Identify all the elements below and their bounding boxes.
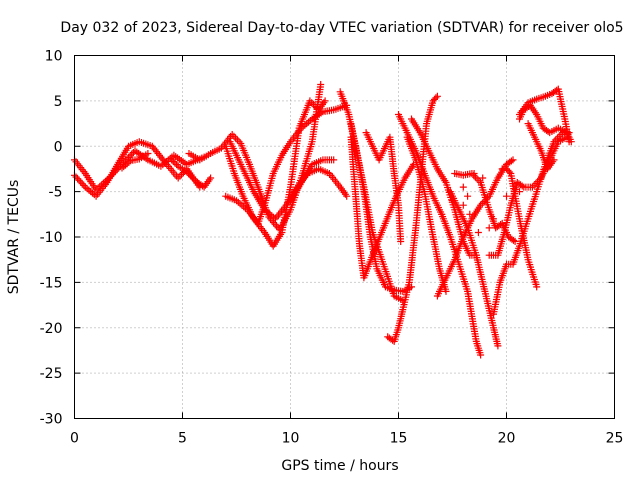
plot-frame: [74, 55, 615, 419]
data-point: [432, 94, 440, 102]
x-tick-label: 15: [390, 431, 408, 447]
data-point: [479, 174, 487, 182]
data-point: [321, 97, 329, 105]
data-point: [80, 181, 88, 189]
y-tick-label: -20: [40, 321, 63, 337]
y-tick-label: -10: [40, 230, 63, 246]
data-point: [498, 165, 506, 173]
data-point: [330, 156, 338, 164]
data-point: [510, 236, 517, 244]
data-point: [530, 181, 538, 189]
data-point: [516, 188, 523, 196]
x-tick-label: 10: [282, 431, 300, 447]
data-point: [144, 150, 152, 157]
data-point: [509, 156, 517, 164]
x-tick-label: 0: [70, 431, 79, 447]
data-point: [233, 136, 241, 144]
y-tick-label: -30: [40, 412, 63, 428]
data-point: [518, 182, 526, 190]
y-axis-tick-labels: 10 5 0 -5 -10 -15 -20 -25 -30: [40, 49, 63, 428]
data-point: [433, 92, 441, 100]
data-point: [511, 238, 519, 245]
data-point: [471, 173, 479, 181]
x-axis-label: GPS time / hours: [281, 458, 398, 474]
data-point: [192, 177, 199, 185]
data-points: [71, 81, 575, 359]
data-point: [459, 201, 467, 209]
data-point: [128, 150, 136, 158]
data-point: [464, 192, 472, 200]
data-point: [466, 210, 474, 218]
data-point: [171, 159, 179, 167]
data-point: [168, 156, 176, 164]
data-point: [459, 183, 467, 191]
y-tick-label: -25: [40, 366, 63, 382]
data-point: [474, 229, 482, 236]
data-point: [75, 176, 83, 184]
data-point: [490, 215, 497, 223]
data-point: [72, 173, 80, 181]
data-point: [565, 138, 573, 146]
y-tick-label: 10: [45, 49, 63, 65]
data-point: [317, 81, 325, 88]
y-axis-label: SDTVAR / TECUs: [6, 180, 22, 295]
data-point: [438, 210, 446, 218]
x-axis-tick-labels: 0 5 10 15 20 25: [70, 431, 623, 447]
y-tick-label: 5: [54, 94, 63, 110]
x-tick-label: 25: [606, 431, 624, 447]
data-point: [507, 157, 515, 165]
chart-title: Day 032 of 2023, Sidereal Day-to-day VTE…: [60, 20, 623, 36]
data-point: [74, 175, 82, 183]
y-tick-label: -15: [40, 275, 63, 291]
data-point: [533, 283, 541, 291]
x-tick-label: 20: [498, 431, 516, 447]
data-point: [397, 238, 405, 245]
data-point: [449, 197, 456, 205]
data-point: [477, 351, 485, 359]
data-point: [173, 161, 181, 169]
data-point: [232, 134, 240, 142]
data-point: [442, 287, 450, 295]
data-point: [485, 224, 493, 232]
data-point: [273, 222, 281, 230]
data-point: [505, 168, 513, 176]
data-point: [207, 174, 215, 182]
data-point: [169, 158, 177, 165]
data-point: [503, 192, 510, 200]
data-point: [550, 156, 558, 164]
data-point: [494, 342, 502, 350]
data-point: [78, 180, 86, 188]
y-tick-label: 0: [54, 139, 63, 155]
x-tick-label: 5: [178, 431, 187, 447]
data-point: [343, 192, 351, 200]
y-tick-label: -5: [49, 185, 63, 201]
data-point: [77, 178, 85, 186]
data-point: [470, 170, 478, 177]
